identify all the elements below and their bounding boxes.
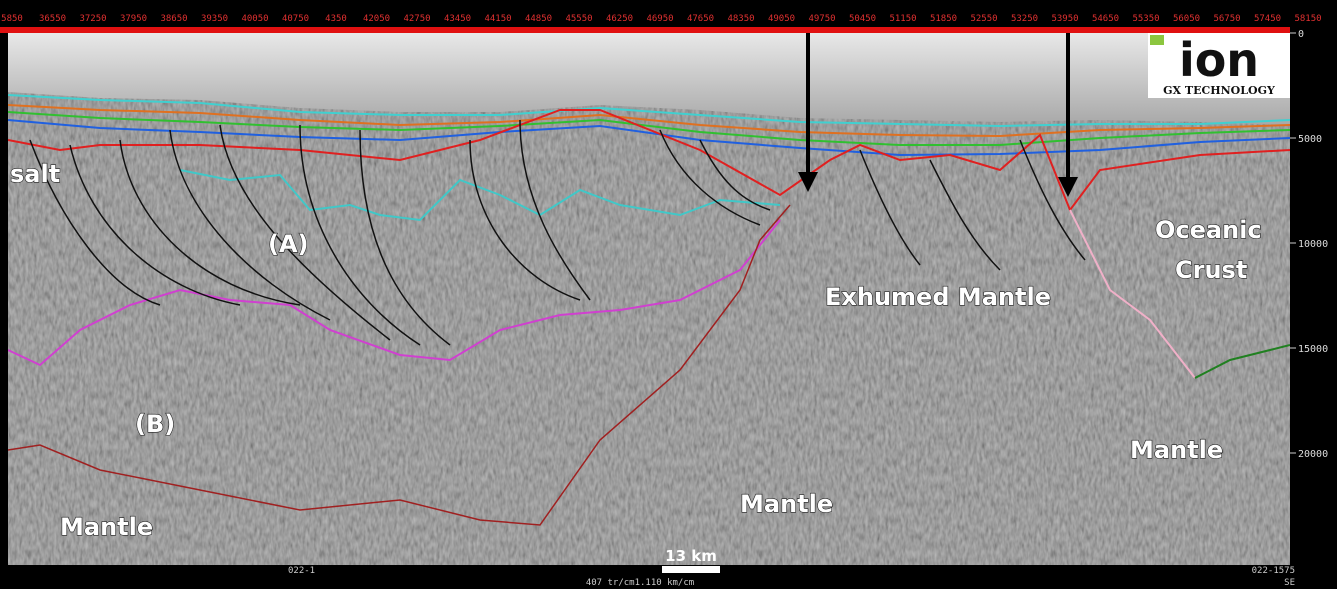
- top-tick-label: 52550: [970, 14, 997, 24]
- logo: ion GX TECHNOLOGY: [1148, 33, 1290, 98]
- depth-tick-label: 10000: [1298, 239, 1328, 250]
- seismic-image: [8, 33, 1290, 565]
- top-tick-label: 40750: [282, 14, 309, 24]
- top-tick-label: 57450: [1254, 14, 1281, 24]
- top-tick-label: 42050: [363, 14, 390, 24]
- label-exhumed-mantle: Exhumed Mantle: [825, 283, 1051, 311]
- top-tick-label: 46250: [606, 14, 633, 24]
- label-oceanic: Oceanic: [1155, 216, 1262, 244]
- top-tick-label: 39350: [201, 14, 228, 24]
- top-tick-label: 44850: [525, 14, 552, 24]
- top-tick-label: 56050: [1173, 14, 1200, 24]
- depth-tick-label: 20000: [1298, 449, 1328, 460]
- top-tick-label: 47650: [687, 14, 714, 24]
- arrows: [798, 33, 1078, 197]
- label-a: (A): [268, 230, 309, 258]
- top-tick-label: 54650: [1092, 14, 1119, 24]
- top-tick-label: 42750: [403, 14, 430, 24]
- top-tick-label: 48350: [727, 14, 754, 24]
- footer-direction: SE: [1284, 578, 1295, 588]
- top-tick-label: 38650: [160, 14, 187, 24]
- footer-right: 022-1575: [1252, 566, 1295, 576]
- logo-name: ion: [1179, 33, 1259, 87]
- top-tick-label: 51850: [930, 14, 957, 24]
- top-tick-label: 49750: [808, 14, 835, 24]
- logo-accent: [1150, 35, 1164, 45]
- scale-label: 13 km: [665, 547, 717, 565]
- logo-subtitle: GX TECHNOLOGY: [1163, 84, 1275, 97]
- label-crust: Crust: [1175, 256, 1247, 284]
- top-tick-label: 37950: [120, 14, 147, 24]
- footer-center: 407 tr/cm1.110 km/cm: [586, 578, 694, 588]
- scale-bar: [662, 566, 720, 573]
- top-tick-label: 5850: [1, 14, 23, 24]
- label-b: (B): [135, 410, 175, 438]
- top-tick-label: 51150: [889, 14, 916, 24]
- top-axis: 5850 36550 37250 37950 38650 39350 40050 40750 4…: [1, 14, 1321, 24]
- top-tick-label: 4350: [325, 14, 347, 24]
- top-tick-label: 46950: [646, 14, 673, 24]
- top-tick-label: 44150: [484, 14, 511, 24]
- top-tick-label: 40050: [241, 14, 268, 24]
- label-mantle: Mantle: [740, 490, 833, 518]
- label-salt: salt: [10, 160, 60, 188]
- top-tick-label: 49050: [768, 14, 795, 24]
- top-tick-label: 58150: [1294, 14, 1321, 24]
- red-bar: [0, 27, 1290, 33]
- logo-box: [1148, 33, 1290, 98]
- depth-tick-label: 0: [1298, 29, 1304, 40]
- top-tick-label: 53950: [1051, 14, 1078, 24]
- top-tick-label: 55350: [1132, 14, 1159, 24]
- label-mantle: Mantle: [1130, 436, 1223, 464]
- label-mantle: Mantle: [60, 513, 153, 541]
- top-tick-label: 56750: [1213, 14, 1240, 24]
- water-column: [8, 33, 1290, 125]
- depth-axis: 0 5000 10000 15000 20000: [1290, 29, 1328, 460]
- footer-left: 022-1: [288, 566, 315, 576]
- top-tick-label: 53250: [1011, 14, 1038, 24]
- top-tick-label: 50450: [849, 14, 876, 24]
- depth-tick-label: 15000: [1298, 344, 1328, 355]
- top-tick-label: 45550: [565, 14, 592, 24]
- horizons: [8, 94, 1290, 526]
- top-tick-label: 36550: [39, 14, 66, 24]
- top-tick-label: 37250: [79, 14, 106, 24]
- depth-tick-label: 5000: [1298, 134, 1322, 145]
- top-tick-label: 43450: [444, 14, 471, 24]
- faults: [29, 119, 1086, 346]
